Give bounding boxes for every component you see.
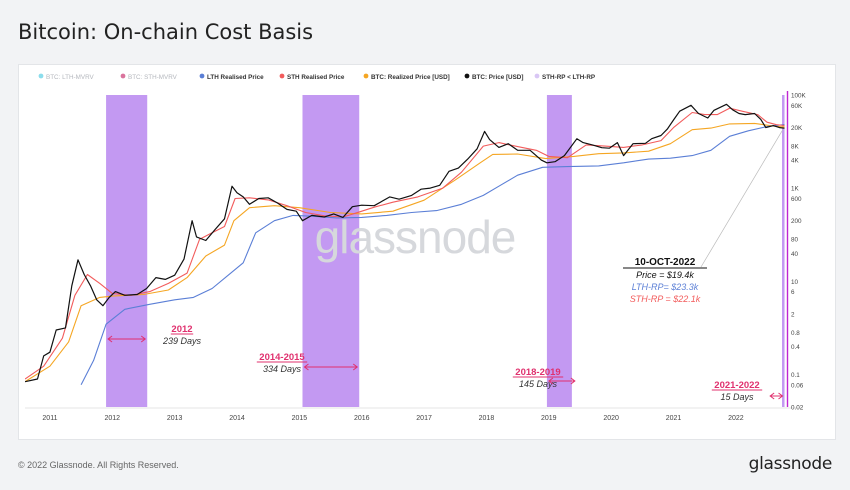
x-tick-label: 2016 <box>354 415 370 422</box>
legend-label: BTC: Price [USD] <box>472 74 523 81</box>
region-arrow-head-left <box>107 335 113 343</box>
region-arrow-head-right <box>570 377 576 385</box>
series-line-sth-realised-price <box>25 107 785 380</box>
legend-label: LTH Realised Price <box>207 74 264 81</box>
legend-item-5[interactable]: BTC: Realized Price [USD] <box>363 73 450 81</box>
x-tick-label: 2020 <box>603 415 619 422</box>
x-tick-label: 2012 <box>105 415 121 422</box>
y-tick-label: 2 <box>791 311 795 318</box>
y-axis: 100K 60K 20K 8K 4K 1K 600 200 80 40 10 6 2 0.8 0.4 0.1 0… <box>791 93 807 412</box>
legend-item-4[interactable]: STH Realised Price <box>279 73 345 81</box>
y-tick-label: 100K <box>791 93 807 100</box>
y-tick-label: 600 <box>791 196 802 203</box>
shaded-regions-layer <box>106 91 789 407</box>
legend-item-7[interactable]: STH-RP < LTH-RP <box>534 73 596 81</box>
legend-marker <box>120 73 126 79</box>
region-arrow-head-right <box>352 363 359 371</box>
shaded-region-2018-2019 <box>546 95 572 407</box>
series-line-lth-realised-price <box>80 123 785 386</box>
region-year-label: 2021-2022 <box>714 380 759 391</box>
y-tick-label: 200 <box>791 218 802 225</box>
region-arrow-head-left <box>303 363 309 371</box>
region-arrow-head-left <box>548 377 554 385</box>
copyright-text: © 2022 Glassnode. All Rights Reserved. <box>18 460 179 470</box>
y-tick-label: 20K <box>791 125 803 132</box>
region-year-label: 2014-2015 <box>259 352 305 363</box>
x-tick-label: 2011 <box>42 415 57 422</box>
y-tick-label: 1K <box>791 186 800 193</box>
y-tick-label: 0.02 <box>791 405 804 412</box>
region-arrow-head-left <box>769 392 775 400</box>
region-year-label: 2018-2019 <box>515 367 560 378</box>
legend-marker <box>279 73 285 79</box>
x-tick-label: 2013 <box>167 415 183 422</box>
legend-item-2[interactable]: BTC: STH-MVRV <box>120 73 178 81</box>
x-tick-label: 2021 <box>666 415 682 422</box>
legend-label: BTC: LTH-MVRV <box>46 74 94 81</box>
region-days-label: 15 Days <box>720 392 754 402</box>
y-tick-label: 0.4 <box>791 344 800 351</box>
region-arrows <box>107 335 784 400</box>
chart-card: BTC: LTH-MVRV BTC: STH-MVRV LTH Realised P… <box>18 64 836 440</box>
legend-label: BTC: STH-MVRV <box>128 74 178 81</box>
legend-marker <box>38 73 44 79</box>
series-lines-layer <box>25 103 785 386</box>
x-tick-label: 2022 <box>728 415 744 422</box>
legend-label: STH Realised Price <box>287 74 345 81</box>
region-year-label: 2012 <box>171 324 192 335</box>
region-days-label: 239 Days <box>162 336 202 346</box>
y-tick-label: 10 <box>791 279 799 286</box>
series-line-btc-price-usd- <box>25 103 785 383</box>
legend-item-6[interactable]: BTC: Price [USD] <box>464 73 524 81</box>
x-tick-label: 2018 <box>479 415 495 422</box>
x-tick-label: 2017 <box>416 415 432 422</box>
y-tick-label: 4K <box>791 158 800 165</box>
y-tick-label: 0.1 <box>791 372 800 379</box>
annotation-sth: STH-RP = $22.1k <box>630 294 701 304</box>
annotation-lth: LTH-RP= $23.3k <box>632 282 699 292</box>
brand-logo: glassnode <box>748 454 833 474</box>
annotation-date: 10-OCT-2022 <box>635 257 696 268</box>
y-tick-label: 0.06 <box>791 382 804 389</box>
y-tick-label: 6 <box>791 289 795 296</box>
annotation-layer: 10-OCT-2022 Price = $19.4k LTH-RP= $23.3k S… <box>623 129 783 304</box>
page-title: Bitcoin: On-chain Cost Basis <box>18 20 314 44</box>
legend-marker <box>199 73 205 79</box>
legend-item-3[interactable]: LTH Realised Price <box>199 73 264 81</box>
shaded-region-2012 <box>106 95 148 407</box>
legend-marker <box>464 73 470 79</box>
legend: BTC: LTH-MVRV BTC: STH-MVRV LTH Realised P… <box>38 73 596 81</box>
watermark: glassnode <box>315 211 516 263</box>
chart-svg: BTC: LTH-MVRV BTC: STH-MVRV LTH Realised P… <box>25 73 807 422</box>
region-arrow-head-right <box>140 335 147 343</box>
region-arrow-head-right <box>778 392 784 400</box>
y-tick-label: 80 <box>791 237 799 244</box>
annotation-price: Price = $19.4k <box>636 270 694 280</box>
shaded-region-2021-2022 <box>782 95 785 407</box>
plot-area: glassnode 2011 2012 2013 2014 2015 2016 2017 20… <box>25 91 807 422</box>
y-tick-label: 8K <box>791 144 800 151</box>
shaded-region-2014-2015 <box>302 95 360 407</box>
y-tick-label: 0.8 <box>791 330 800 337</box>
legend-marker <box>534 73 540 79</box>
x-tick-label: 2015 <box>292 415 308 422</box>
legend-item-1[interactable]: BTC: LTH-MVRV <box>38 73 95 81</box>
annotation-leader-line <box>700 129 783 268</box>
region-days-label: 334 Days <box>263 364 302 374</box>
legend-marker <box>363 73 369 79</box>
legend-label: STH-RP < LTH-RP <box>542 74 595 81</box>
x-axis: 2011 2012 2013 2014 2015 2016 2017 2018 2019 2020… <box>42 415 743 422</box>
region-days-label: 145 Days <box>519 379 558 389</box>
y-tick-label: 40 <box>791 251 799 258</box>
x-tick-label: 2014 <box>229 415 245 422</box>
x-tick-label: 2019 <box>541 415 557 422</box>
legend-label: BTC: Realized Price [USD] <box>371 74 450 81</box>
y-tick-label: 60K <box>791 103 803 110</box>
